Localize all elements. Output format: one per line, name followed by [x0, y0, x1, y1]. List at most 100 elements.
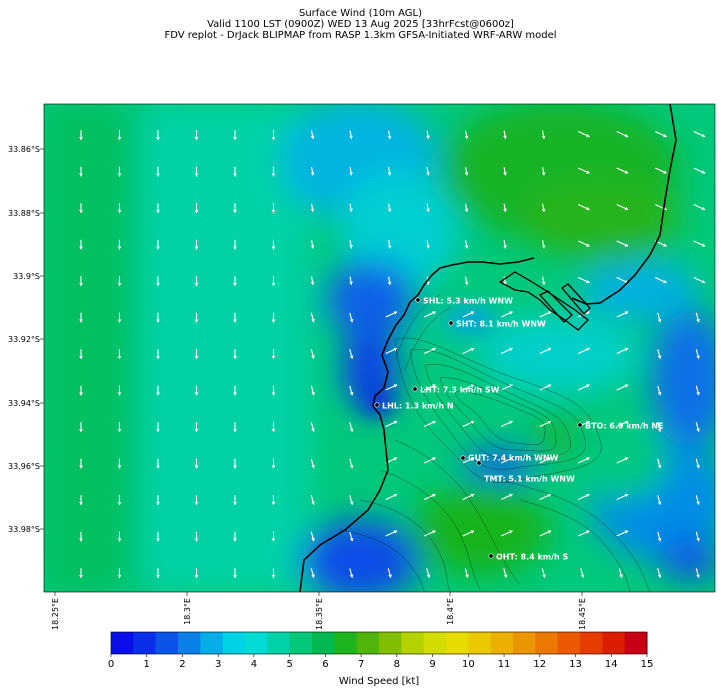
wind-vector-head	[233, 356, 237, 359]
wind-vector-head	[156, 575, 160, 578]
wind-vector-head	[311, 355, 315, 359]
wind-vector-head	[194, 246, 199, 250]
wind-vector-head	[696, 501, 700, 505]
wind-vector-head	[541, 281, 546, 285]
wind-vector-head	[311, 574, 315, 578]
wind-vector-head	[393, 530, 398, 534]
longitude-label: 18.45°E	[578, 598, 587, 630]
latitude-label: 33.98°S	[8, 525, 40, 534]
wind-vector-head	[393, 420, 398, 425]
wind-vector-head	[310, 172, 315, 176]
wind-vector-head	[194, 429, 199, 432]
colorbar-swatch	[222, 632, 246, 654]
wind-vector-head	[117, 210, 122, 213]
wind-vector-head	[503, 245, 507, 249]
colorbar-swatch	[513, 632, 536, 654]
wind-vector-head	[311, 537, 315, 542]
wind-vector-head	[509, 420, 513, 425]
wind-vector-head	[509, 530, 513, 534]
wind-vector-head	[233, 137, 237, 140]
wind-vector-head	[586, 206, 590, 211]
wind-vector-head	[156, 429, 160, 432]
wind-vector-head	[194, 575, 199, 578]
colorbar-tick-label: 14	[605, 659, 618, 670]
wind-vector-head	[470, 457, 475, 461]
wind-vector-head	[393, 384, 398, 388]
wind-vector-head	[271, 392, 276, 396]
station-label: TMT: 5.1 km/h WNW	[484, 475, 575, 484]
station-label: BTO: 6.9 km/h NE	[585, 422, 664, 431]
latitude-label: 33.96°S	[8, 462, 40, 471]
wind-vector-head	[547, 457, 552, 461]
wind-vector-head	[79, 356, 83, 359]
wind-vector-head	[586, 530, 590, 534]
wind-vector-head	[156, 283, 160, 286]
wind-vector-head	[464, 135, 469, 139]
latitude-axis: 33.86°S 33.88°S 33.9°S 33.92°S 33.94°S 33.96°…	[8, 145, 44, 534]
latitude-label: 33.86°S	[8, 145, 40, 154]
wind-vector-head	[470, 420, 475, 425]
wind-vector-head	[349, 135, 353, 139]
latitude-label: 33.88°S	[8, 209, 40, 218]
wind-vector-head	[464, 172, 469, 176]
colorbar-swatch	[267, 632, 291, 654]
wind-vector-head	[310, 135, 315, 139]
wind-vector-head	[349, 355, 354, 359]
colorbar-swatch	[245, 632, 268, 654]
colorbar-tick-label: 11	[498, 659, 511, 670]
colorbar: 0 1 2 3 4 5 6 7 8 9 10 11 12 13 14 15	[108, 631, 653, 670]
station-marker	[374, 402, 380, 408]
colorbar-swatch	[535, 632, 559, 654]
wind-vector-head	[624, 206, 629, 211]
wind-vector-head	[117, 575, 122, 578]
wind-vector-head	[271, 283, 276, 286]
colorbar-tick-label: 8	[394, 659, 400, 670]
wind-vector-head	[624, 243, 629, 247]
wind-vector-head	[663, 279, 667, 284]
wind-vector-head	[156, 502, 160, 505]
wind-vector-head	[233, 465, 237, 469]
wind-vector-head	[233, 502, 237, 505]
terrain-contours	[339, 294, 651, 592]
wind-vector-head	[271, 538, 276, 542]
wind-vector-head	[470, 347, 475, 352]
wind-vector-head	[311, 464, 315, 469]
colorbar-swatch	[312, 632, 335, 654]
wind-vector-head	[387, 208, 392, 212]
station-label: LHT: 7.3 km/h SW	[420, 386, 500, 395]
wind-vector-head	[426, 135, 430, 139]
colorbar-tick-label: 5	[286, 659, 292, 670]
station-marker	[415, 297, 421, 303]
wind-vector-head	[349, 318, 354, 323]
wind-vector-head	[657, 501, 662, 505]
wind-vector-head	[701, 243, 706, 247]
wind-vector-head	[271, 173, 276, 177]
colorbar-tick-label: 1	[144, 659, 150, 670]
wind-vector-head	[547, 384, 552, 388]
colorbar-tick-label: 6	[322, 659, 328, 670]
wind-vector-head	[657, 355, 662, 359]
wind-vector-head	[663, 243, 667, 247]
map-frame	[43, 103, 716, 593]
wind-vector-head	[657, 318, 662, 323]
colorbar-tick-label: 3	[215, 659, 221, 670]
wind-vector-head	[464, 245, 469, 249]
wind-vector-head	[117, 356, 122, 359]
wind-vector-head	[271, 210, 276, 213]
wind-vector-head	[156, 246, 160, 250]
station-label: GUT: 7.4 km/h WNW	[468, 454, 559, 463]
colorbar-swatch	[557, 632, 581, 654]
wind-vector-head	[586, 133, 590, 138]
wind-vector-head	[426, 172, 430, 176]
wind-vector-head	[624, 493, 629, 498]
wind-vector-head	[624, 530, 629, 534]
station-marker	[448, 320, 454, 326]
colorbar-swatch	[401, 632, 425, 654]
wind-vector-head	[663, 170, 667, 174]
station-marker	[488, 553, 494, 559]
wind-vector-head	[79, 392, 83, 396]
longitude-label: 18.25°E	[51, 598, 60, 630]
wind-vector-head	[349, 428, 354, 432]
wind-vector-head	[619, 574, 623, 578]
wind-vector-head	[117, 502, 122, 505]
